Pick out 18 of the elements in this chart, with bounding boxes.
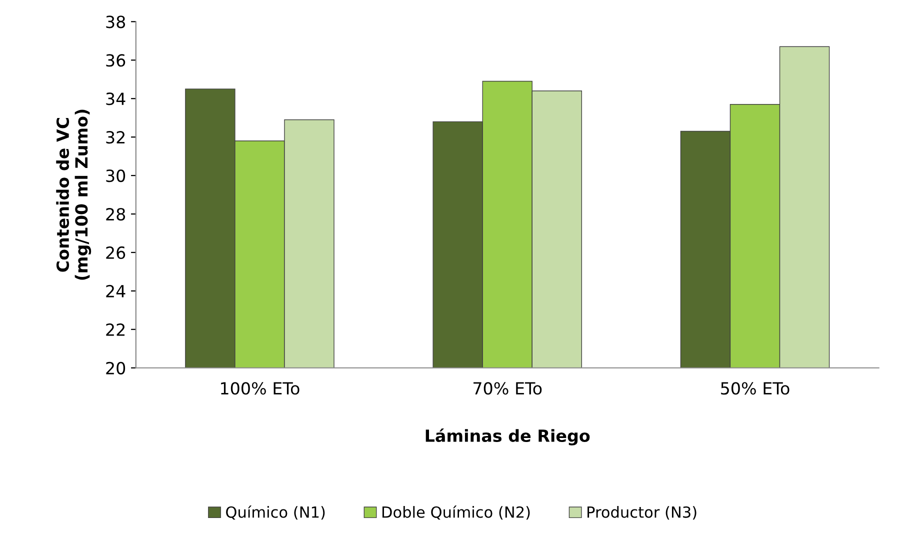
y-tick-label: 34 <box>106 92 126 106</box>
y-tick-label: 20 <box>106 362 126 374</box>
y-tick-label: 36 <box>106 54 126 67</box>
legend-label: Productor (N3) <box>588 506 696 520</box>
x-axis-title: Láminas de Riego <box>426 428 590 446</box>
y-tick-label: 26 <box>106 246 126 260</box>
y-axis-title: Contenido de VC (mg/100 ml Zumo) <box>56 110 92 280</box>
x-tick-label: 70% ETo <box>474 382 542 395</box>
x-tick-label: 50% ETo <box>721 382 790 395</box>
y-tick-label: 30 <box>106 169 126 182</box>
y-tick-label: 22 <box>106 323 125 336</box>
legend-label: Químico (N1) <box>226 505 325 520</box>
y-tick-label: 28 <box>106 208 126 221</box>
x-tick-label: 100% ETo <box>221 382 300 395</box>
y-tick-label: 32 <box>106 131 125 144</box>
legend-label: Doble Químico (N2) <box>382 505 530 520</box>
y-tick-label: 24 <box>106 284 126 298</box>
y-tick-label: 38 <box>106 16 126 28</box>
